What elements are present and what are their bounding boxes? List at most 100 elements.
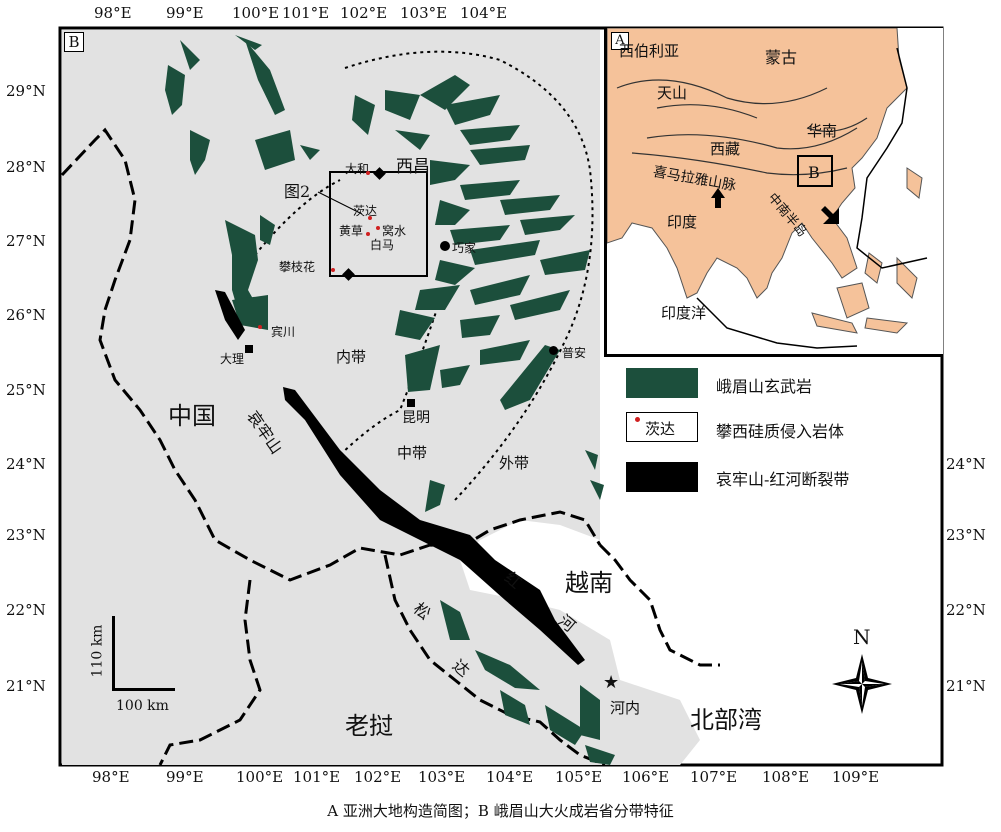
north-push-arrow-icon [711, 188, 725, 208]
sample-dot [366, 232, 370, 236]
scale-bar [112, 616, 175, 691]
asia-tectonic-map [607, 28, 928, 349]
legend-swatch-basalt [626, 368, 698, 398]
lat-tick: 23°N [946, 526, 986, 544]
asia-islands [836, 282, 870, 319]
place-xichang: 西昌 [396, 157, 430, 177]
lon-tick: 108°E [762, 768, 810, 786]
lat-tick: 29°N [6, 82, 46, 100]
scale-vertical-label: 110 km [89, 624, 106, 678]
lat-ticks-right: 24°N 23°N 22°N 21°N [946, 0, 1000, 800]
sample-dot [366, 171, 370, 175]
lat-tick: 23°N [6, 526, 46, 544]
label-mongolia: 蒙古 [765, 48, 798, 67]
lon-tick: 107°E [690, 768, 738, 786]
legend-swatch-intrusion: 茨达 [626, 412, 698, 442]
suture-lines [616, 79, 868, 176]
region-gulf: 北部湾 [690, 706, 762, 734]
sample-dot [368, 216, 372, 220]
lat-tick: 24°N [6, 455, 46, 473]
lon-tick: 98°E [94, 4, 132, 22]
panel-a-label: A [611, 32, 629, 50]
figure-caption: A 亚洲大地构造简图；B 峨眉山大火成岩省分带特征 [327, 802, 674, 820]
fig2-label: 图2 [284, 182, 311, 201]
lon-ticks-top: 98°E 99°E 100°E 101°E 102°E 103°E 104°E [0, 4, 1001, 24]
lon-tick: 102°E [354, 768, 402, 786]
place-binchuan: 宾川 [271, 325, 296, 339]
lon-tick: 100°E [236, 768, 284, 786]
lon-tick: 100°E [232, 4, 280, 22]
lon-tick: 105°E [555, 768, 603, 786]
lat-tick: 26°N [6, 306, 46, 324]
legend-swatch-fault [626, 462, 698, 492]
se-extrusion-arrow-icon [821, 206, 839, 224]
legend-sample-name: 茨达 [645, 420, 676, 438]
lat-tick: 25°N [6, 381, 46, 399]
lon-ticks-bottom: 98°E 99°E 100°E 101°E 102°E 103°E 104°E … [0, 768, 1001, 788]
region-vietnam: 越南 [565, 569, 613, 597]
region-laos: 老挝 [345, 712, 393, 740]
hanoi-star-icon: ★ [603, 672, 620, 693]
lon-tick: 109°E [832, 768, 880, 786]
place-dali: 大理 [220, 352, 245, 366]
lon-tick: 103°E [400, 4, 448, 22]
inset-panel-a: A 西伯利亚 蒙古 天山 华南 西藏 喜马拉雅山脉 印度 中南半岛 印度洋 B [604, 28, 943, 357]
place-qiaojia: 巧家 [452, 241, 477, 255]
place-dahe: 大和 [345, 162, 370, 176]
asia-islands [906, 167, 923, 199]
place-puan: 普安 [562, 346, 587, 360]
place-baima: 白马 [370, 238, 395, 252]
place-panzhihua: 攀枝花 [279, 260, 316, 274]
legend-sample-dot [635, 417, 640, 422]
place-woshui: 窝水 [382, 224, 407, 238]
lat-tick: 22°N [946, 601, 986, 619]
asia-islands [864, 317, 909, 334]
zone-middle: 中带 [397, 444, 428, 462]
label-india: 印度 [667, 213, 698, 231]
lon-tick: 102°E [340, 4, 388, 22]
region-china: 中国 [168, 402, 216, 430]
asia-islands [811, 312, 858, 334]
binchuan-basalt [232, 295, 268, 330]
place-cida: 茨达 [353, 204, 378, 218]
place-hanoi: 河内 [610, 699, 641, 717]
border-vietnam [598, 543, 720, 667]
lon-tick: 98°E [92, 768, 130, 786]
sample-dot [376, 226, 380, 230]
lon-tick: 101°E [293, 768, 341, 786]
north-arrow-icon [832, 654, 892, 714]
label-tibet: 西藏 [710, 140, 741, 158]
legend-label-intrusion: 攀西硅质侵入岩体 [716, 422, 845, 441]
subduction-lines [696, 47, 928, 349]
place-kunming: 昆明 [402, 410, 430, 426]
label-tianshan: 天山 [657, 84, 688, 102]
asia-islands [896, 256, 918, 299]
place-huangcao: 黄草 [339, 224, 364, 238]
label-south-china: 华南 [807, 122, 838, 140]
basalt-patches [165, 35, 615, 765]
lat-tick: 21°N [946, 677, 986, 695]
legend: 峨眉山玄武岩 茨达 攀西硅质侵入岩体 哀牢山-红河断裂带 [610, 358, 940, 508]
lat-ticks-left: 29°N 28°N 27°N 26°N 25°N 24°N 23°N 22°N … [6, 0, 60, 800]
sample-dot [331, 268, 335, 272]
zone-boundary-inner [254, 179, 441, 461]
lon-tick: 101°E [282, 4, 330, 22]
legend-label-fault: 哀牢山-红河断裂带 [716, 470, 850, 489]
asia-islands [864, 252, 883, 284]
legend-label-basalt: 峨眉山玄武岩 [716, 377, 813, 396]
sample-dot [258, 325, 262, 329]
lat-tick: 28°N [6, 158, 46, 176]
asia-landmass [607, 28, 908, 299]
lon-tick: 99°E [166, 4, 204, 22]
fig2-leader [317, 191, 363, 215]
lat-tick: 24°N [946, 455, 986, 473]
zone-inner: 内带 [336, 348, 367, 366]
puan-marker [549, 346, 558, 355]
border-laos [383, 554, 606, 767]
label-indian-ocean: 印度洋 [661, 304, 707, 322]
zone-outer: 外带 [499, 454, 530, 472]
lon-tick: 99°E [166, 768, 204, 786]
lon-tick: 103°E [418, 768, 466, 786]
border-china-west [60, 127, 602, 582]
lat-tick: 27°N [6, 232, 46, 250]
